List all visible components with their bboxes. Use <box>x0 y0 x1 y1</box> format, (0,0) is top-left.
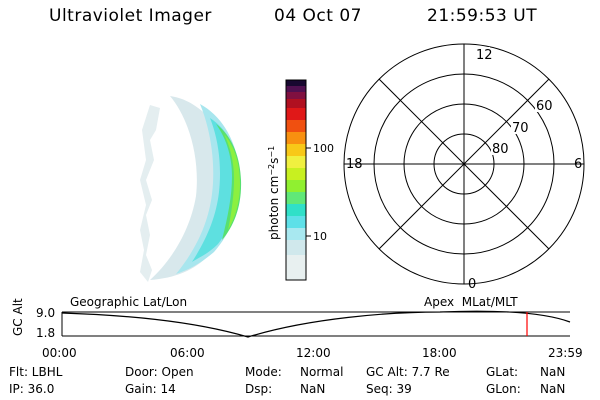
colorbar-step <box>286 86 306 92</box>
time-label: 21:59:53 UT <box>427 6 538 26</box>
colorbar-step <box>286 99 306 108</box>
gain-value: Gain: 14 <box>125 382 176 396</box>
colorbar <box>285 79 311 281</box>
x-tick: 23:59 <box>548 346 583 360</box>
y-tick-low: 1.8 <box>36 326 56 340</box>
label-bg <box>535 99 553 112</box>
mlt-label-6: 6 <box>574 157 582 172</box>
colorbar-tick-100: 100 <box>313 142 334 155</box>
glon-value: NaN <box>540 382 566 396</box>
mlt-label-12: 12 <box>476 48 493 63</box>
dsp-label: Dsp: <box>245 382 273 396</box>
glon-label: GLon: <box>486 382 521 396</box>
x-tick: 12:00 <box>296 346 331 360</box>
colorbar-step <box>286 204 306 216</box>
colorbar-step <box>286 80 306 86</box>
mode-label: Mode: <box>245 365 282 379</box>
colorbar-step <box>286 228 306 240</box>
gc-alt-value: GC Alt: 7.7 Re <box>366 365 450 379</box>
mlt-label-18: 18 <box>346 157 363 172</box>
colorbar-step <box>286 180 306 192</box>
colorbar-label: photon cm−2s−1 <box>267 146 282 240</box>
colorbar-step <box>286 132 306 144</box>
x-tick: 18:00 <box>422 346 457 360</box>
colorbar-step <box>286 192 306 204</box>
colorbar-step <box>286 156 306 168</box>
y-tick-high: 9.0 <box>36 306 56 320</box>
apex-mlat-label: Apex MLat/MLT <box>424 295 518 309</box>
altitude-curve <box>61 310 571 338</box>
date-label: 04 Oct 07 <box>274 6 362 26</box>
colorbar-step <box>286 255 306 280</box>
colorbar-step <box>286 216 306 228</box>
glat-value: NaN <box>540 365 566 379</box>
mode-value: Normal <box>300 365 344 379</box>
polar-grid <box>343 43 585 285</box>
filter-value: Flt: LBHL <box>9 365 63 379</box>
ip-value: IP: 36.0 <box>9 382 55 396</box>
dsp-value: NaN <box>300 382 326 396</box>
lat-label-70: 70 <box>512 121 529 136</box>
label-bg <box>491 142 509 155</box>
instrument-title: Ultraviolet Imager <box>49 6 212 26</box>
colorbar-step <box>286 144 306 156</box>
auroral-image <box>140 96 242 282</box>
x-tick: 00:00 <box>42 346 77 360</box>
timeline-axis-title: GC Alt <box>11 298 25 336</box>
colorbar-step <box>286 120 306 132</box>
lat-label-60: 60 <box>536 99 553 114</box>
timeline-panel <box>61 310 571 338</box>
mlt-label-0: 0 <box>468 277 476 292</box>
glat-label: GLat: <box>486 365 519 379</box>
geo-latlon-label: Geographic Lat/Lon <box>70 295 188 309</box>
colorbar-step <box>286 108 306 120</box>
colorbar-step <box>286 92 306 99</box>
lat-label-80: 80 <box>492 142 509 157</box>
colorbar-step <box>286 168 306 180</box>
door-value: Door: Open <box>125 365 194 379</box>
seq-value: Seq: 39 <box>366 382 412 396</box>
x-tick: 06:00 <box>170 346 205 360</box>
label-bg <box>511 121 529 134</box>
label-bg <box>476 47 490 61</box>
colorbar-tick-10: 10 <box>313 230 327 243</box>
